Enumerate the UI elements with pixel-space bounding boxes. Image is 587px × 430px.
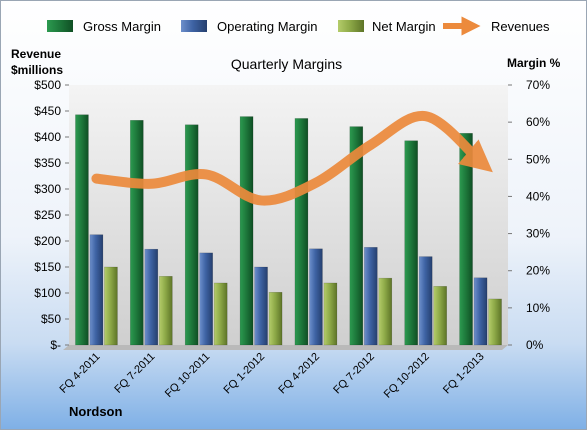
operating-margin-bar — [144, 248, 159, 346]
gross-margin-bar — [404, 140, 418, 346]
left-tick-label: $200 — [34, 234, 61, 248]
net-margin-bar — [378, 277, 393, 346]
net-margin-bar — [159, 276, 173, 346]
bars-group — [75, 114, 502, 346]
plot-floor — [63, 345, 508, 350]
operating-margin-bar — [89, 234, 104, 346]
right-tick-label: 60% — [526, 115, 550, 129]
x-tick-label: FQ 10-2012 — [382, 351, 432, 401]
legend-item-net-margin: Net Margin — [338, 19, 436, 34]
legend-label-revenues: Revenues — [491, 19, 550, 34]
legend-label-operating-margin: Operating Margin — [217, 19, 317, 34]
operating-margin-bar — [473, 277, 488, 346]
x-tick-label: FQ 1-2012 — [222, 351, 268, 397]
left-tick-label: $250 — [34, 208, 61, 222]
x-axis-ticks: FQ 4-2011 FQ 7-2011 FQ 10-2011 FQ 1-2012 FQ … — [57, 351, 486, 401]
x-tick-label: FQ 7-2012 — [331, 351, 377, 397]
gross-margin-bar — [349, 126, 364, 346]
left-tick-label: $100 — [34, 286, 61, 300]
revenues-line — [91, 111, 493, 206]
net-margin-bar — [104, 266, 118, 346]
left-tick-label: $400 — [34, 130, 61, 144]
gross-margin-bar — [130, 120, 144, 346]
net-margin-bar — [213, 282, 228, 346]
gross-margin-bar — [239, 116, 254, 346]
legend-item-revenues: Revenues — [443, 16, 550, 36]
operating-margin-bar — [199, 252, 213, 346]
gross-margin-bar — [294, 118, 309, 346]
operating-margin-bar — [364, 247, 378, 346]
operating-margin-bar — [254, 266, 268, 346]
left-tick-label: $150 — [34, 260, 61, 274]
right-tick-label: 30% — [526, 227, 550, 241]
gross-margin-bar — [75, 114, 89, 346]
net-margin-bar — [323, 282, 338, 346]
gross-margin-bar — [184, 124, 199, 346]
x-tick-label: FQ 4-2011 — [57, 351, 102, 396]
x-tick-label: FQ 1-2013 — [441, 351, 487, 397]
footer-label: Nordson — [69, 404, 123, 419]
net-margin-bar — [433, 286, 447, 346]
legend-label-net-margin: Net Margin — [372, 19, 436, 34]
legend-label-gross-margin: Gross Margin — [83, 19, 161, 34]
left-tick-label: $500 — [34, 78, 61, 92]
revenues-line-group — [91, 111, 493, 206]
x-tick-label: FQ 7-2011 — [112, 351, 157, 396]
legend-item-gross-margin: Gross Margin — [47, 19, 161, 34]
x-tick-label: FQ 10-2011 — [163, 351, 212, 400]
right-tick-label: 70% — [526, 78, 550, 92]
right-tick-label: 20% — [526, 264, 550, 278]
operating-margin-bar — [309, 248, 323, 346]
left-tick-label: $450 — [34, 104, 61, 118]
left-axis-ticks: $- $50 $100 $150 $200 $250 $300 $350 $400 $450 $50… — [34, 78, 69, 352]
right-axis-label: Margin % — [507, 56, 561, 70]
left-tick-label: $350 — [34, 156, 61, 170]
right-tick-label: 0% — [526, 338, 544, 352]
legend-item-operating-margin: Operating Margin — [181, 19, 317, 34]
right-tick-label: 10% — [526, 301, 550, 315]
chart-title: Quarterly Margins — [231, 56, 342, 72]
right-tick-label: 50% — [526, 152, 550, 166]
left-tick-label: $50 — [41, 312, 61, 326]
right-axis-ticks: 0% 10% 20% 30% 40% 50% 60% 70% — [508, 78, 550, 352]
left-tick-label: $300 — [34, 182, 61, 196]
legend: Gross Margin Operating Margin Net Margin… — [47, 16, 550, 36]
gross-margin-bar — [459, 133, 473, 346]
operating-margin-bar — [418, 256, 433, 346]
right-tick-label: 40% — [526, 189, 550, 203]
x-tick-label: FQ 4-2012 — [276, 351, 322, 397]
left-axis-label-line2: $millions — [11, 63, 63, 77]
left-tick-label: $- — [50, 338, 61, 352]
net-margin-bar — [488, 298, 502, 346]
net-margin-bar — [268, 292, 283, 346]
left-axis-label-line1: Revenue — [11, 47, 61, 61]
